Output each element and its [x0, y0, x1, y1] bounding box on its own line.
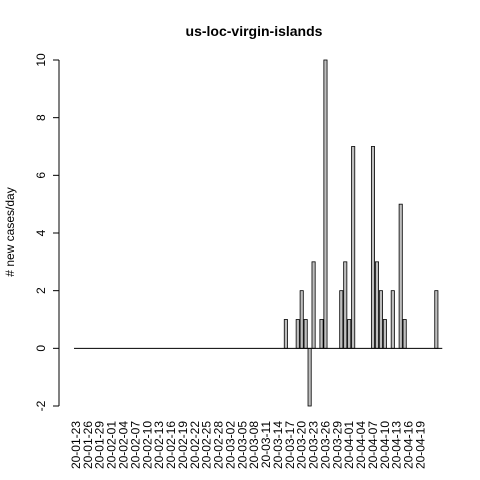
x-tick-label: 20-02-28 [212, 421, 226, 469]
x-tick-label: 20-02-13 [152, 421, 166, 469]
x-tick-label: 20-04-19 [414, 421, 428, 469]
bar [382, 319, 387, 349]
x-tick-label: 20-04-07 [366, 421, 380, 469]
y-axis: -2 0 2 4 6 8 10 [34, 53, 60, 411]
x-tick-label: 20-03-05 [235, 421, 249, 469]
x-tick-label: 20-01-29 [93, 421, 107, 469]
y-tick-label: 2 [34, 287, 48, 294]
y-tick-label: 10 [34, 53, 48, 67]
x-tick-label: 20-04-13 [390, 421, 404, 469]
bar [390, 290, 395, 349]
bar [434, 290, 439, 349]
bar [323, 59, 328, 349]
y-tick-label: 4 [34, 229, 48, 236]
x-tick-label: 20-03-20 [295, 421, 309, 469]
x-tick-label: 20-02-07 [128, 421, 142, 469]
bar [374, 261, 379, 349]
x-tick-label: 20-04-16 [402, 421, 416, 469]
x-tick-label: 20-04-04 [354, 421, 368, 469]
y-tick-label: 0 [34, 345, 48, 352]
bar [402, 319, 407, 349]
bar [351, 146, 356, 349]
x-tick-label: 20-02-01 [105, 421, 119, 469]
bar [370, 146, 375, 349]
bar [295, 319, 300, 349]
y-tick-label: 8 [34, 114, 48, 121]
x-tick-label: 20-04-10 [378, 421, 392, 469]
bar [398, 203, 403, 349]
x-axis: 20-01-2320-01-2620-01-2920-02-0120-02-04… [69, 421, 428, 469]
x-tick-label: 20-03-02 [223, 421, 237, 469]
x-tick-label: 20-03-29 [330, 421, 344, 469]
bar [311, 261, 316, 349]
chart-title: us-loc-virgin-islands [186, 23, 323, 39]
x-tick-label: 20-01-26 [81, 421, 95, 469]
x-tick-label: 20-02-25 [200, 421, 214, 469]
x-tick-label: 20-02-04 [117, 421, 131, 469]
x-tick-label: 20-02-19 [176, 421, 190, 469]
y-tick-label: -2 [34, 400, 48, 411]
x-tick-label: 20-03-23 [307, 421, 321, 469]
x-tick-label: 20-03-11 [259, 421, 273, 468]
x-tick-label: 20-03-14 [271, 421, 285, 469]
x-tick-label: 20-03-17 [283, 421, 297, 469]
bar [347, 319, 352, 349]
y-tick-label: 6 [34, 172, 48, 179]
bar [378, 290, 383, 349]
y-axis-label: # new cases/day [3, 187, 17, 276]
x-tick-label: 20-04-01 [342, 421, 356, 469]
x-tick-label: 20-02-16 [164, 421, 178, 469]
bar [307, 347, 312, 407]
x-tick-label: 20-01-23 [69, 421, 83, 469]
x-tick-label: 20-03-08 [247, 421, 261, 469]
x-tick-label: 20-02-22 [188, 421, 202, 469]
bar [299, 290, 304, 349]
bar [343, 261, 348, 349]
bar [339, 290, 344, 349]
bar [303, 319, 308, 349]
bar [319, 319, 324, 349]
bar [283, 319, 288, 349]
bars [283, 59, 439, 407]
x-tick-label: 20-03-26 [318, 421, 332, 469]
x-tick-label: 20-02-10 [140, 421, 154, 469]
